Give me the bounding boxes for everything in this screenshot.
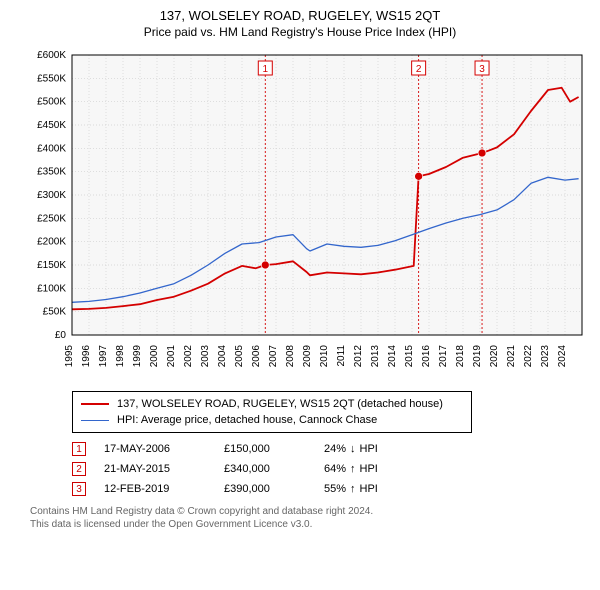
svg-text:2015: 2015 xyxy=(404,345,415,368)
svg-text:2017: 2017 xyxy=(438,345,449,368)
svg-text:£0: £0 xyxy=(55,330,67,341)
event-pct-value: 24% xyxy=(324,443,346,455)
svg-text:2019: 2019 xyxy=(472,345,483,368)
attribution: Contains HM Land Registry data © Crown c… xyxy=(30,505,590,531)
svg-text:2009: 2009 xyxy=(302,345,313,368)
svg-text:2007: 2007 xyxy=(268,345,279,368)
svg-text:2024: 2024 xyxy=(557,345,568,368)
svg-text:2003: 2003 xyxy=(200,345,211,368)
svg-text:£300K: £300K xyxy=(37,190,66,201)
event-suffix: HPI xyxy=(360,443,378,455)
svg-text:2: 2 xyxy=(416,64,422,75)
svg-text:£600K: £600K xyxy=(37,50,66,61)
svg-text:2023: 2023 xyxy=(540,345,551,368)
legend-row: HPI: Average price, detached house, Cann… xyxy=(81,412,463,428)
chart-svg: £0 £50K £100K £150K £200K £250K £300K £350K £400… xyxy=(12,45,588,385)
event-number-badge: 2 xyxy=(72,462,86,476)
svg-text:£250K: £250K xyxy=(37,213,66,224)
price-chart: £0 £50K £100K £150K £200K £250K £300K £350K £400… xyxy=(12,45,588,385)
svg-text:£100K: £100K xyxy=(37,283,66,294)
event-number-badge: 1 xyxy=(72,442,86,456)
legend-swatch xyxy=(81,420,109,421)
svg-text:£50K: £50K xyxy=(43,307,67,318)
svg-text:2016: 2016 xyxy=(421,345,432,368)
events-table: 1 17-MAY-2006£150,00024% HPI 2 21-MAY-2015£3… xyxy=(72,439,472,499)
attribution-line2: This data is licensed under the Open Gov… xyxy=(30,518,590,531)
svg-text:2004: 2004 xyxy=(217,345,228,368)
svg-text:1: 1 xyxy=(263,64,269,75)
svg-text:£400K: £400K xyxy=(37,143,66,154)
legend-label: 137, WOLSELEY ROAD, RUGELEY, WS15 2QT (d… xyxy=(117,398,443,410)
svg-text:£200K: £200K xyxy=(37,237,66,248)
arrow-up-icon xyxy=(350,463,356,475)
svg-text:£550K: £550K xyxy=(37,73,66,84)
svg-text:2000: 2000 xyxy=(149,345,160,368)
svg-text:2001: 2001 xyxy=(166,345,177,368)
svg-text:£150K: £150K xyxy=(37,260,66,271)
svg-text:2020: 2020 xyxy=(489,345,500,368)
page-title: 137, WOLSELEY ROAD, RUGELEY, WS15 2QT xyxy=(12,8,588,23)
svg-text:2005: 2005 xyxy=(234,345,245,368)
legend-label: HPI: Average price, detached house, Cann… xyxy=(117,414,377,426)
event-price: £390,000 xyxy=(224,483,324,495)
event-row: 3 12-FEB-2019£390,00055% HPI xyxy=(72,479,472,499)
event-price: £340,000 xyxy=(224,463,324,475)
event-pct: 64% HPI xyxy=(324,463,378,475)
event-suffix: HPI xyxy=(360,463,378,475)
event-pct: 24% HPI xyxy=(324,443,378,455)
legend: 137, WOLSELEY ROAD, RUGELEY, WS15 2QT (d… xyxy=(72,391,472,433)
svg-text:2022: 2022 xyxy=(523,345,534,368)
event-row: 1 17-MAY-2006£150,00024% HPI xyxy=(72,439,472,459)
svg-text:2012: 2012 xyxy=(353,345,364,368)
svg-text:2008: 2008 xyxy=(285,345,296,368)
svg-text:1995: 1995 xyxy=(64,345,75,368)
event-pct-value: 55% xyxy=(324,483,346,495)
svg-text:£500K: £500K xyxy=(37,97,66,108)
svg-text:3: 3 xyxy=(479,64,485,75)
svg-text:2002: 2002 xyxy=(183,345,194,368)
svg-text:2011: 2011 xyxy=(336,345,347,367)
event-number-badge: 3 xyxy=(72,482,86,496)
svg-text:1999: 1999 xyxy=(132,345,143,368)
svg-text:£450K: £450K xyxy=(37,120,66,131)
event-date: 21-MAY-2015 xyxy=(104,463,224,475)
svg-text:2014: 2014 xyxy=(387,345,398,368)
event-pct-value: 64% xyxy=(324,463,346,475)
event-date: 12-FEB-2019 xyxy=(104,483,224,495)
event-suffix: HPI xyxy=(360,483,378,495)
svg-text:1997: 1997 xyxy=(98,345,109,368)
event-row: 2 21-MAY-2015£340,00064% HPI xyxy=(72,459,472,479)
svg-text:2013: 2013 xyxy=(370,345,381,368)
legend-row: 137, WOLSELEY ROAD, RUGELEY, WS15 2QT (d… xyxy=(81,396,463,412)
svg-text:1998: 1998 xyxy=(115,345,126,368)
event-pct: 55% HPI xyxy=(324,483,378,495)
arrow-up-icon xyxy=(350,483,356,495)
svg-text:2010: 2010 xyxy=(319,345,330,368)
svg-text:2018: 2018 xyxy=(455,345,466,368)
svg-text:2006: 2006 xyxy=(251,345,262,368)
event-price: £150,000 xyxy=(224,443,324,455)
attribution-line1: Contains HM Land Registry data © Crown c… xyxy=(30,505,590,518)
svg-text:£350K: £350K xyxy=(37,167,66,178)
svg-text:1996: 1996 xyxy=(81,345,92,368)
arrow-down-icon xyxy=(350,443,356,455)
page-subtitle: Price paid vs. HM Land Registry's House … xyxy=(12,25,588,39)
legend-swatch xyxy=(81,403,109,405)
svg-text:2021: 2021 xyxy=(506,345,517,368)
event-date: 17-MAY-2006 xyxy=(104,443,224,455)
